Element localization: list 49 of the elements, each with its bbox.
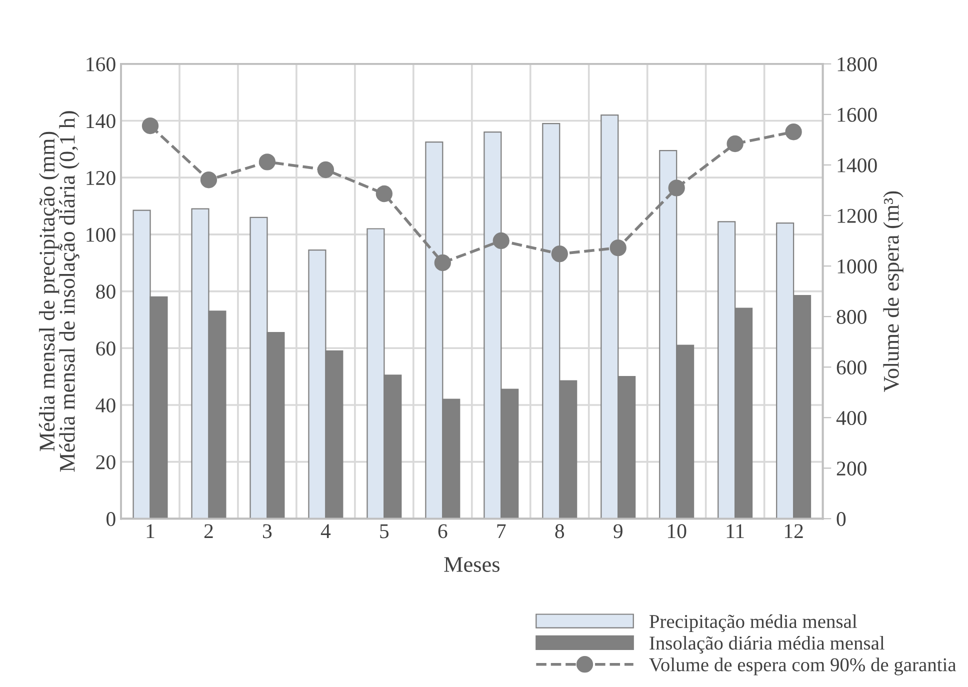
- x-tick-label: 6: [438, 524, 448, 538]
- y-axis-title: Média mensal de precipitação (mm) Média mensal de insolação diária (0,1 h): [38, 111, 80, 472]
- point: [668, 180, 685, 196]
- y-tick-label: 80: [96, 284, 116, 299]
- x-tick-label: 5: [380, 524, 389, 538]
- y-tick-label: 0: [106, 512, 116, 526]
- point: [610, 239, 626, 256]
- point: [258, 154, 276, 170]
- y2-tick-label: 1800: [838, 57, 877, 72]
- x-tick-label: 11: [726, 524, 744, 538]
- y-tick-label: 20: [96, 455, 116, 470]
- point: [376, 185, 393, 202]
- x-tick-label: 12: [784, 524, 803, 538]
- point: [434, 254, 451, 272]
- y-tick-label: 140: [86, 114, 116, 128]
- x-tick-label: 7: [497, 524, 506, 538]
- y-tick-label: 40: [96, 398, 116, 412]
- legend-label: Volume de espera com 90% de garantia: [649, 658, 956, 676]
- y-tick-label: 120: [86, 170, 116, 186]
- x-tick-label: 9: [614, 524, 622, 538]
- y2-tick-label: 400: [836, 410, 866, 426]
- x-tick-label: 3: [262, 524, 272, 538]
- y2-tick-label: 800: [836, 310, 866, 324]
- point: [785, 124, 802, 140]
- y-tick-label: 100: [86, 228, 116, 242]
- point: [492, 232, 510, 250]
- y2-tick-label: 200: [836, 462, 866, 476]
- x-tick-label: 1: [146, 524, 154, 538]
- y2-tick-label: 600: [836, 360, 866, 375]
- point: [200, 172, 218, 188]
- point: [726, 135, 744, 152]
- point: [317, 161, 334, 178]
- y2-tick-label: 0: [836, 512, 846, 526]
- y2-tick-label: 1200: [838, 208, 877, 223]
- y-tick-label: 60: [96, 342, 116, 356]
- x-tick-label: 10: [668, 524, 686, 538]
- y2-tick-label: 1600: [838, 108, 877, 122]
- y-tick-label: 160: [86, 57, 116, 72]
- x-axis-title: Meses: [444, 557, 500, 572]
- point: [142, 117, 159, 134]
- point: [551, 246, 568, 262]
- x-tick-label: 4: [320, 524, 331, 538]
- y2-tick-label: 1400: [838, 158, 877, 172]
- y2-tick-label: 1000: [838, 259, 877, 274]
- y2-axis-title: Volume de espera (m³): [883, 191, 904, 392]
- x-tick-label: 8: [555, 524, 564, 538]
- legend-label: Insolação diária média mensal: [650, 636, 884, 654]
- legend-label: Precipitação média mensal: [649, 614, 857, 632]
- x-tick-label: 2: [204, 524, 213, 538]
